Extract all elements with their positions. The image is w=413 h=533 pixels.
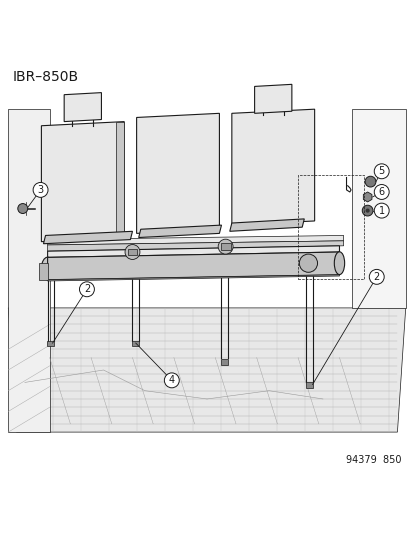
Polygon shape [47,246,339,257]
Circle shape [368,269,383,284]
Circle shape [79,282,94,297]
Polygon shape [39,263,48,280]
Bar [221,359,227,365]
Text: 6: 6 [378,187,384,197]
Circle shape [365,208,369,213]
Polygon shape [47,252,339,280]
Text: IBR–850B: IBR–850B [12,70,78,84]
Circle shape [33,182,48,197]
Polygon shape [136,114,219,233]
Text: 4: 4 [169,375,174,385]
Polygon shape [138,225,221,238]
Polygon shape [47,241,343,251]
Text: 2: 2 [373,272,379,282]
Text: 5: 5 [377,166,384,176]
Bar [305,382,312,388]
Polygon shape [254,84,291,114]
Polygon shape [47,275,339,281]
Bar [127,249,137,255]
Circle shape [299,254,317,272]
Bar [47,341,54,346]
Circle shape [218,239,233,254]
Polygon shape [229,219,304,231]
Polygon shape [64,93,101,122]
Text: 94379  850: 94379 850 [345,455,401,465]
Circle shape [125,245,140,260]
Polygon shape [41,122,124,241]
Bar [220,244,230,250]
Ellipse shape [41,257,54,280]
Polygon shape [43,231,132,244]
Circle shape [164,373,179,388]
Circle shape [361,205,372,216]
Polygon shape [8,308,405,432]
Text: 1: 1 [378,206,384,216]
Circle shape [373,203,388,218]
Polygon shape [116,122,124,238]
Text: 3: 3 [38,185,43,195]
Text: 2: 2 [83,284,90,294]
Circle shape [18,204,28,214]
Polygon shape [47,236,343,245]
Polygon shape [351,109,405,308]
Polygon shape [8,109,50,432]
Circle shape [373,184,388,199]
Circle shape [373,164,388,179]
Bar [132,341,138,346]
Ellipse shape [334,252,344,274]
Circle shape [364,176,375,187]
Polygon shape [231,109,314,225]
